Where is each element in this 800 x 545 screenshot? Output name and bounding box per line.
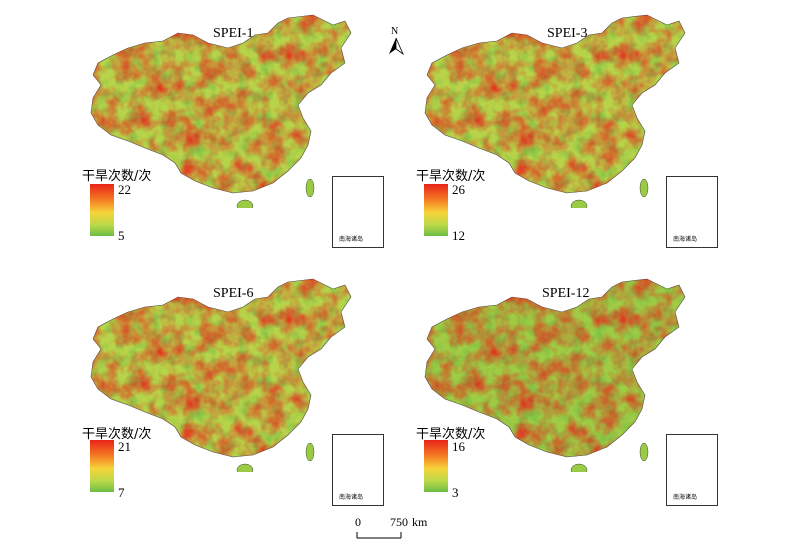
legend-min-value: 12 bbox=[452, 228, 465, 243]
inset-label: 南海诸岛 bbox=[673, 494, 698, 501]
north-arrow-icon bbox=[389, 38, 404, 56]
taiwan-island bbox=[639, 178, 649, 198]
north-label: N bbox=[391, 26, 399, 37]
scale-end-label: 750 bbox=[390, 515, 408, 529]
map-panel-spei-1: SPEI-1 干旱次数/次 22 5 南海诸岛 bbox=[78, 8, 418, 248]
legend-max-value: 16 bbox=[452, 439, 465, 454]
legend-title: 干旱次数/次 bbox=[416, 169, 486, 184]
legend-color-ramp bbox=[90, 184, 114, 236]
legend-min-value: 5 bbox=[118, 228, 125, 243]
hainan-island bbox=[570, 199, 588, 208]
south-china-sea-inset: 南海诸岛 bbox=[332, 176, 384, 248]
south-china-sea-inset: 南海诸岛 bbox=[332, 434, 384, 506]
legend-max-value: 22 bbox=[118, 182, 131, 197]
panel-title: SPEI-6 bbox=[213, 286, 254, 301]
south-china-sea-inset: 南海诸岛 bbox=[666, 176, 718, 248]
south-china-sea-inset: 南海诸岛 bbox=[666, 434, 718, 506]
china-map bbox=[90, 14, 352, 208]
map-panel-spei-12: SPEI-12 干旱次数/次 16 3 南海诸岛 bbox=[412, 272, 752, 512]
inset-label: 南海诸岛 bbox=[673, 236, 698, 243]
legend-color-ramp bbox=[424, 440, 448, 492]
legend-max-value: 21 bbox=[118, 439, 131, 454]
china-map bbox=[90, 278, 352, 472]
taiwan-island bbox=[639, 442, 649, 462]
legend-title: 干旱次数/次 bbox=[82, 427, 152, 442]
hainan-island bbox=[570, 463, 588, 472]
china-map bbox=[424, 278, 686, 472]
hainan-island bbox=[236, 463, 254, 472]
taiwan-island bbox=[305, 442, 315, 462]
legend-max-value: 26 bbox=[452, 182, 465, 197]
scale-bar-line bbox=[356, 532, 402, 539]
hainan-island bbox=[236, 199, 254, 208]
panel-title: SPEI-3 bbox=[547, 26, 588, 41]
legend-min-value: 7 bbox=[118, 485, 125, 500]
map-panel-spei-3: SPEI-3 干旱次数/次 26 12 南海诸岛 bbox=[412, 8, 752, 248]
north-arrow: N bbox=[386, 26, 406, 56]
legend-color-ramp bbox=[424, 184, 448, 236]
legend-color-ramp bbox=[90, 440, 114, 492]
legend-title: 干旱次数/次 bbox=[416, 427, 486, 442]
panel-title: SPEI-12 bbox=[542, 286, 590, 301]
scale-start-label: 0 bbox=[355, 515, 361, 529]
map-panel-spei-6: SPEI-6 干旱次数/次 21 7 南海诸岛 bbox=[78, 272, 418, 512]
taiwan-island bbox=[305, 178, 315, 198]
inset-label: 南海诸岛 bbox=[339, 236, 364, 243]
scale-bar: 0 750 km bbox=[352, 515, 472, 545]
scale-unit-label: km bbox=[412, 515, 428, 529]
legend-title: 干旱次数/次 bbox=[82, 169, 152, 184]
inset-label: 南海诸岛 bbox=[339, 494, 364, 501]
panel-title: SPEI-1 bbox=[213, 26, 254, 41]
legend-min-value: 3 bbox=[452, 485, 459, 500]
china-map bbox=[424, 14, 686, 208]
